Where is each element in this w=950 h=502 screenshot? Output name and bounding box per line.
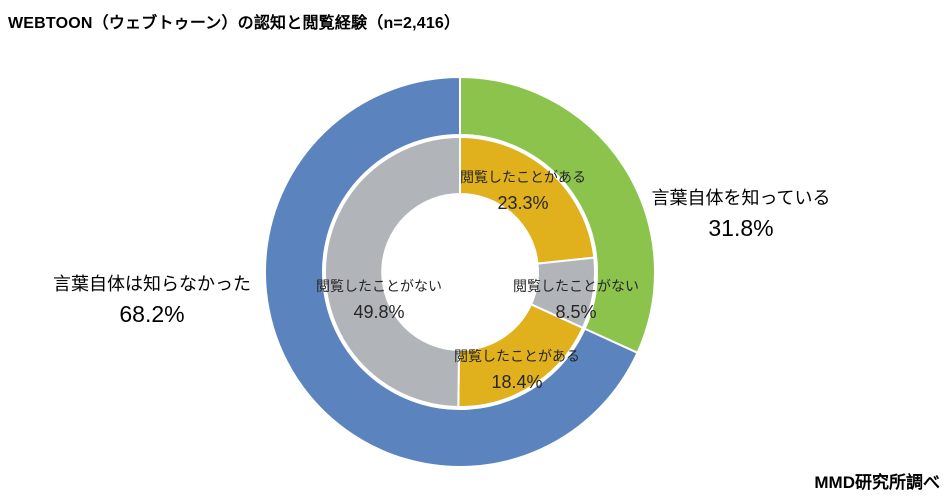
outer-awareness-ring-segment-2 [264, 76, 639, 468]
inner-viewing-ring-segment-4 [323, 136, 461, 408]
outer-awareness-ring-segment-1 [459, 76, 656, 354]
source-credit: MMD研究所調べ [814, 473, 940, 492]
inner-viewing-ring-segment-1 [459, 136, 596, 265]
chart-title: WEBTOON（ウェブトゥーン）の認知と閲覧経験（n=2,416） [8, 15, 461, 32]
